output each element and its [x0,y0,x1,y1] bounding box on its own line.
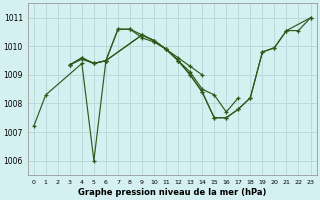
X-axis label: Graphe pression niveau de la mer (hPa): Graphe pression niveau de la mer (hPa) [78,188,266,197]
